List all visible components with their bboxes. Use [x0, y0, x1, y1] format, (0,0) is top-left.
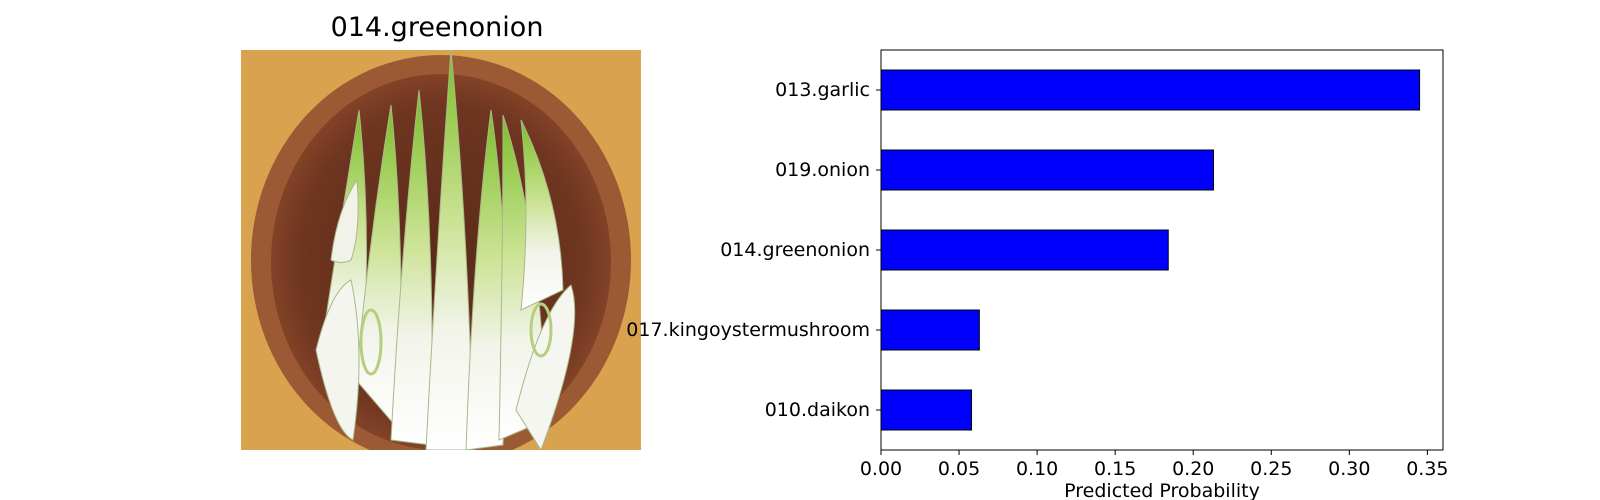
x-tick-label: 0.00 [860, 458, 902, 480]
x-tick-label: 0.30 [1328, 458, 1370, 480]
x-tick-label: 0.20 [1172, 458, 1214, 480]
y-tick-label: 014.greenonion [720, 239, 870, 261]
x-tick-label: 0.35 [1406, 458, 1448, 480]
bar-017.kingoystermushroom [880, 309, 980, 351]
image-title: 014.greenonion [330, 12, 544, 43]
x-tick-label: 0.15 [1094, 458, 1136, 480]
bar-010.daikon [880, 389, 973, 431]
green-onion-photo [241, 50, 641, 450]
bar-014.greenonion [880, 229, 1169, 271]
bar-019.onion [880, 149, 1215, 191]
x-tick-label: 0.05 [938, 458, 980, 480]
x-axis-label: Predicted Probability [1064, 480, 1260, 500]
y-tick-label: 010.daikon [765, 399, 870, 421]
y-tick-label: 013.garlic [775, 79, 870, 101]
y-tick-label: 017.kingoystermushroom [626, 319, 870, 341]
bar-013.garlic [880, 69, 1421, 111]
x-tick-label: 0.10 [1016, 458, 1058, 480]
x-tick-label: 0.25 [1250, 458, 1292, 480]
y-tick-label: 019.onion [775, 159, 870, 181]
